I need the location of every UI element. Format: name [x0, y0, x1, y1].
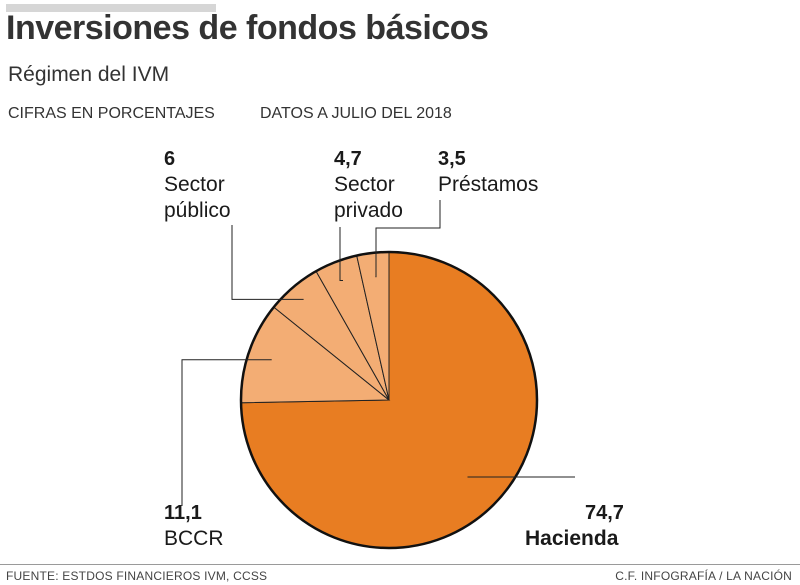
name-sector-publico-line2: público [164, 199, 231, 222]
credit-note: C.F. INFOGRAFÍA / LA NACIÓN [615, 569, 792, 583]
chart-title: Inversiones de fondos básicos [6, 9, 489, 47]
label-hacienda: 74,7 Hacienda [525, 500, 624, 552]
label-bccr: 11,1 BCCR [164, 500, 224, 552]
value-prestamos: 3,5 [438, 148, 466, 170]
leader-bccr [181, 359, 272, 506]
label-sector-publico: 6 Sector público [164, 146, 231, 224]
label-prestamos: 3,5 Préstamos [438, 146, 538, 198]
leader-prestamos [375, 200, 441, 278]
label-sector-privado: 4,7 Sector privado [334, 146, 403, 224]
footer-divider [0, 564, 800, 565]
date-note: DATOS A JULIO DEL 2018 [260, 105, 452, 122]
name-sector-publico-line1: Sector [164, 173, 225, 196]
units-note: CIFRAS EN PORCENTAJES [8, 105, 215, 122]
pie-outline [239, 250, 539, 550]
name-hacienda: Hacienda [525, 527, 619, 550]
value-hacienda: 74,7 [585, 502, 624, 524]
value-bccr: 11,1 [164, 502, 202, 524]
source-note: FUENTE: ESTDOS FINANCIEROS IVM, CCSS [6, 569, 268, 583]
name-sector-privado-line2: privado [334, 199, 403, 222]
name-bccr: BCCR [164, 527, 224, 550]
name-sector-privado-line1: Sector [334, 173, 395, 196]
value-sector-publico: 6 [164, 148, 176, 170]
value-sector-privado: 4,7 [334, 148, 362, 170]
top-accent-bar [6, 4, 216, 12]
name-prestamos: Préstamos [438, 173, 539, 196]
leader-sector-privado [339, 227, 343, 281]
leader-sector-publico [231, 225, 304, 300]
chart-subtitle: Régimen del IVM [8, 63, 170, 86]
